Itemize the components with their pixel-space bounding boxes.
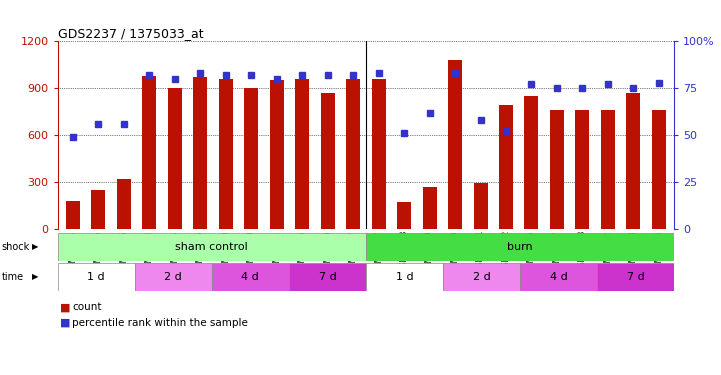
Text: 4 d: 4 d bbox=[549, 272, 567, 282]
Bar bbox=[448, 60, 462, 229]
Text: count: count bbox=[72, 303, 102, 312]
Bar bbox=[295, 79, 309, 229]
Bar bbox=[321, 93, 335, 229]
Bar bbox=[550, 110, 564, 229]
Bar bbox=[212, 262, 289, 291]
Bar bbox=[117, 179, 131, 229]
Bar bbox=[371, 79, 386, 229]
Text: 1 d: 1 d bbox=[396, 272, 413, 282]
Bar bbox=[218, 79, 233, 229]
Text: shock: shock bbox=[1, 242, 30, 252]
Bar bbox=[168, 88, 182, 229]
Text: ■: ■ bbox=[60, 318, 71, 327]
Text: ■: ■ bbox=[60, 303, 71, 312]
Bar bbox=[366, 262, 443, 291]
Text: ▶: ▶ bbox=[32, 272, 38, 281]
Bar bbox=[499, 105, 513, 229]
Bar bbox=[524, 96, 539, 229]
Bar bbox=[289, 262, 366, 291]
Bar bbox=[142, 76, 156, 229]
Bar bbox=[58, 262, 135, 291]
Text: burn: burn bbox=[507, 242, 533, 252]
Text: ▶: ▶ bbox=[32, 242, 38, 251]
Bar bbox=[135, 262, 212, 291]
Bar bbox=[474, 183, 487, 229]
Text: 2 d: 2 d bbox=[473, 272, 490, 282]
Bar bbox=[423, 187, 437, 229]
Text: 2 d: 2 d bbox=[164, 272, 182, 282]
Bar bbox=[443, 262, 520, 291]
Bar bbox=[366, 232, 674, 261]
Text: 7 d: 7 d bbox=[319, 272, 336, 282]
Bar bbox=[597, 262, 674, 291]
Text: 4 d: 4 d bbox=[242, 272, 259, 282]
Bar bbox=[397, 202, 411, 229]
Bar bbox=[244, 88, 258, 229]
Bar bbox=[270, 80, 284, 229]
Bar bbox=[652, 110, 666, 229]
Bar bbox=[58, 232, 366, 261]
Text: sham control: sham control bbox=[175, 242, 248, 252]
Text: 1 d: 1 d bbox=[87, 272, 105, 282]
Text: GDS2237 / 1375033_at: GDS2237 / 1375033_at bbox=[58, 27, 203, 40]
Bar bbox=[66, 201, 80, 229]
Bar bbox=[601, 110, 615, 229]
Text: time: time bbox=[1, 272, 24, 282]
Text: percentile rank within the sample: percentile rank within the sample bbox=[72, 318, 248, 327]
Bar bbox=[346, 79, 360, 229]
Text: 7 d: 7 d bbox=[627, 272, 645, 282]
Bar bbox=[627, 93, 640, 229]
Bar bbox=[520, 262, 597, 291]
Bar bbox=[92, 190, 105, 229]
Bar bbox=[575, 110, 590, 229]
Bar bbox=[193, 77, 208, 229]
